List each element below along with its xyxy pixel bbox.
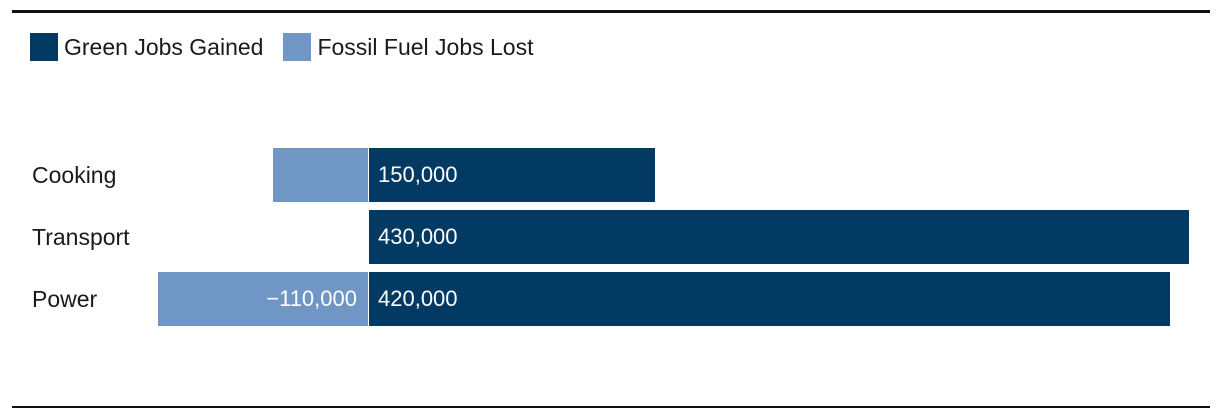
- bar-label-gained-power: 420,000: [378, 286, 458, 311]
- bottom-rule: [12, 406, 1210, 408]
- legend-item-gained: Green Jobs Gained: [30, 33, 263, 61]
- legend-swatch-lost: [283, 33, 312, 61]
- bar-label-gained-transport: 430,000: [378, 224, 458, 249]
- legend-swatch-gained: [30, 33, 58, 61]
- bar-gained-transport: [369, 210, 1189, 264]
- bar-lost-power: [158, 272, 368, 326]
- legend-label-gained: Green Jobs Gained: [64, 34, 264, 60]
- bar-label-gained-cooking: 150,000: [378, 162, 458, 187]
- bar-lost-cooking: [273, 148, 368, 202]
- bar-gained-cooking: [369, 148, 655, 202]
- legend: Green Jobs Gained Fossil Fuel Jobs Lost: [30, 33, 553, 61]
- top-rule: [12, 10, 1210, 13]
- category-label-cooking: Cooking: [32, 162, 117, 188]
- bar-label-lost-power: −110,000: [266, 286, 357, 311]
- bar-gained-power: [369, 272, 1170, 326]
- legend-item-lost: Fossil Fuel Jobs Lost: [283, 33, 533, 61]
- category-label-transport: Transport: [32, 224, 130, 250]
- category-label-power: Power: [32, 286, 98, 312]
- legend-label-lost: Fossil Fuel Jobs Lost: [317, 34, 534, 60]
